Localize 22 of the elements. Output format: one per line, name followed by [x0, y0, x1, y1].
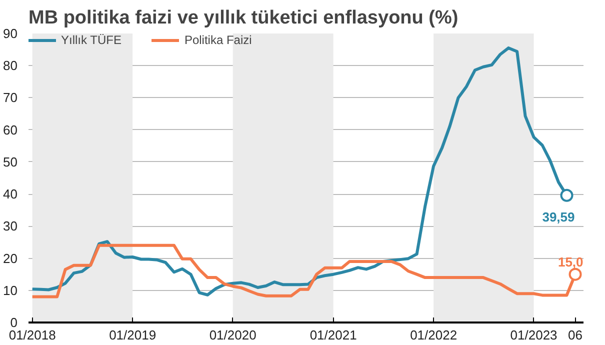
legend-label: Politika Faizi — [184, 33, 252, 47]
y-tick-label: 30 — [3, 218, 18, 234]
y-tick-label: 10 — [3, 282, 18, 298]
x-tick-label: 06 — [568, 328, 582, 342]
y-tick-label: 20 — [3, 250, 18, 266]
x-tick-label: 01/2022 — [410, 328, 458, 342]
x-tick-label: 01/2023 — [510, 328, 558, 342]
legend-label: Yıllık TÜFE — [61, 33, 122, 47]
y-tick-label: 70 — [3, 90, 18, 106]
y-tick-label: 60 — [3, 122, 18, 138]
annotation: 15,0 — [558, 254, 584, 270]
annotation: 39,59 — [542, 209, 575, 224]
y-tick-label: 0 — [10, 315, 18, 330]
y-tick-label: 80 — [3, 58, 18, 74]
y-tick-label: 90 — [3, 26, 18, 41]
x-tick-label: 01/2020 — [209, 328, 256, 342]
x-tick-label: 01/2021 — [310, 328, 357, 342]
y-tick-label: 50 — [3, 154, 18, 170]
x-tick-label: 01/2019 — [109, 328, 156, 342]
y-tick-label: 40 — [3, 186, 18, 202]
x-tick-label: 01/2018 — [8, 328, 56, 342]
chart-title: MB politika faizi ve yıllık tüketici enflasyonu (%) — [28, 8, 458, 28]
